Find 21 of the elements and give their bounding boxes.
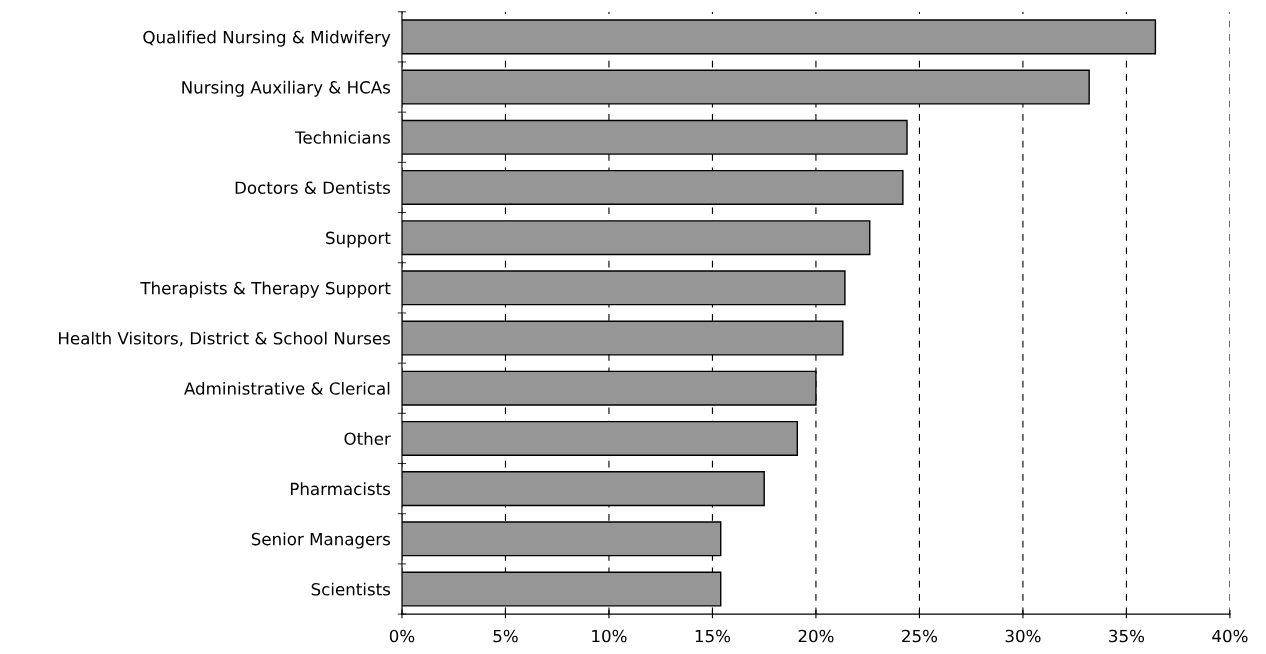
x-tick-label: 20% — [798, 629, 834, 643]
x-tick-label: 35% — [1109, 629, 1145, 643]
x-tick-label: 0% — [389, 629, 415, 643]
y-tick-label: Other — [344, 432, 391, 445]
y-tick-label: Technicians — [295, 130, 391, 144]
y-tick-label: Support — [326, 231, 391, 248]
x-tick-label: 40% — [1212, 629, 1248, 643]
x-tick-label: 25% — [902, 629, 938, 643]
y-tick-label: Therapists & Therapy Support — [140, 281, 391, 298]
y-tick-label: Senior Managers — [251, 532, 391, 549]
y-tick-label: Qualified Nursing & Midwifery — [143, 30, 391, 47]
y-tick-label: Health Visitors, District & School Nurses — [59, 331, 391, 347]
y-tick-label: Pharmacists — [290, 482, 391, 496]
x-tick-label: 15% — [695, 629, 731, 643]
y-tick-label: Scientists — [311, 582, 391, 596]
y-tick-label: Administrative & Clerical — [184, 381, 390, 395]
x-tick-label: 5% — [493, 629, 518, 643]
y-tick-label: Doctors & Dentists — [235, 181, 391, 195]
x-tick-label: 10% — [592, 629, 627, 643]
y-tick-label: Nursing Auxiliary & HCAs — [182, 80, 391, 97]
x-tick-label: 30% — [1005, 629, 1041, 643]
